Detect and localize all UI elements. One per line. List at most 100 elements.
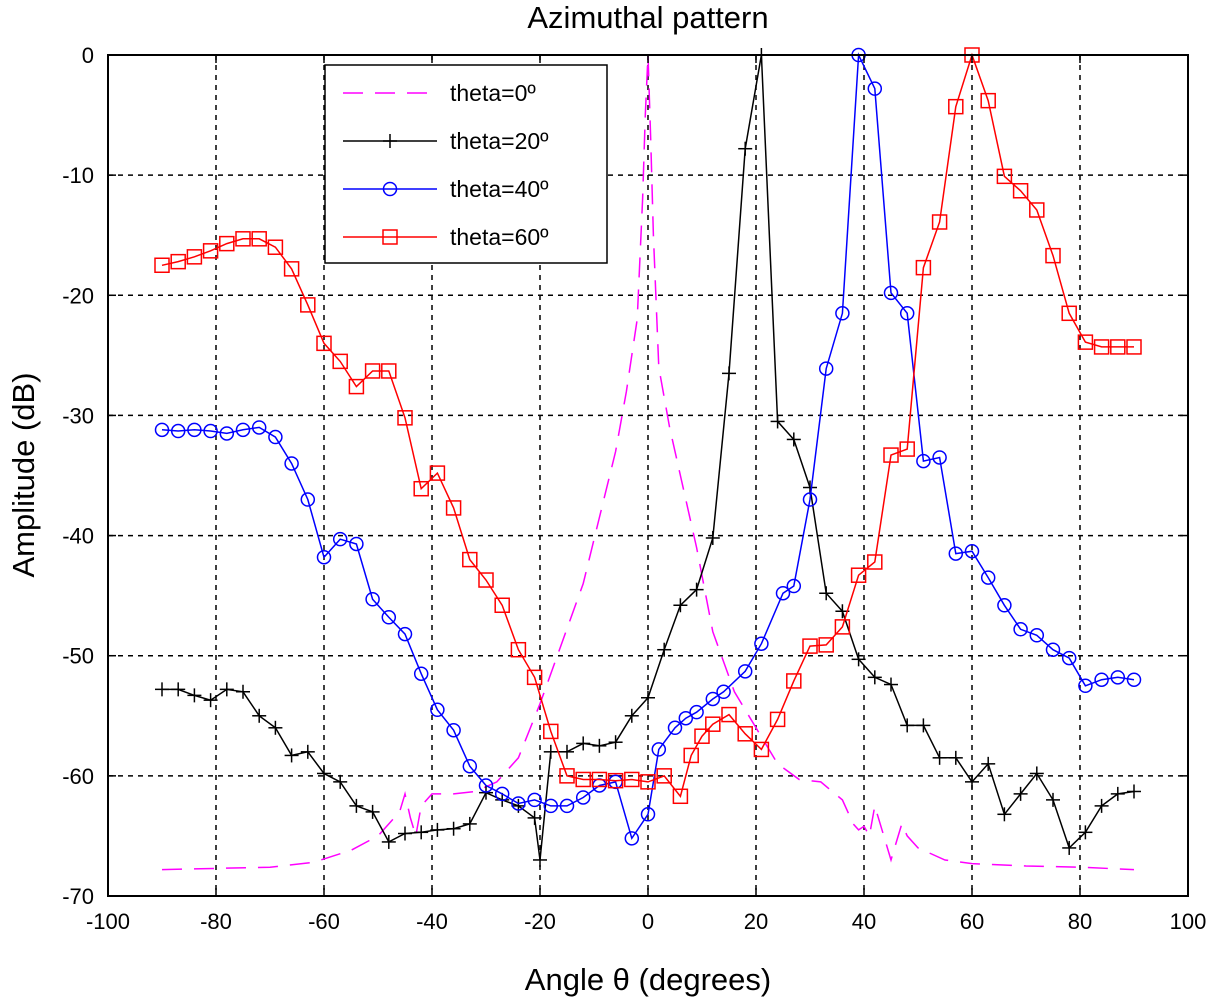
data-point	[737, 664, 753, 679]
data-point	[607, 772, 624, 789]
y-tick-label: -60	[62, 764, 94, 789]
data-point	[899, 441, 915, 457]
data-point	[997, 598, 1012, 613]
data-point	[381, 363, 397, 379]
data-point	[364, 363, 381, 379]
data-point	[672, 788, 689, 805]
x-tick-label: 0	[642, 909, 654, 934]
x-tick-label: -60	[308, 909, 340, 934]
x-tick-label: -20	[524, 909, 556, 934]
data-point	[251, 420, 267, 435]
data-point	[575, 771, 591, 788]
data-point	[397, 626, 413, 642]
data-point	[1078, 678, 1093, 693]
data-point	[1045, 642, 1061, 657]
data-point	[1013, 622, 1028, 637]
data-point	[753, 741, 770, 758]
series-line	[161, 52, 1134, 798]
data-point	[1012, 183, 1029, 199]
data-point	[835, 306, 850, 321]
data-point	[1126, 339, 1142, 355]
data-point	[996, 168, 1013, 185]
data-point	[754, 636, 769, 651]
data-point	[348, 378, 365, 395]
y-tick-label: 0	[82, 43, 94, 68]
data-point	[430, 702, 445, 718]
data-point	[413, 480, 429, 497]
data-point	[235, 231, 251, 247]
data-point	[980, 570, 996, 585]
data-point	[716, 684, 731, 700]
data-point	[268, 429, 283, 445]
series-3	[154, 47, 1142, 805]
data-point	[316, 335, 332, 352]
data-point	[478, 778, 494, 793]
data-point	[1045, 247, 1061, 264]
x-tick-label: -100	[86, 909, 130, 934]
data-point	[850, 567, 867, 583]
data-point	[203, 423, 218, 439]
data-point	[397, 410, 413, 426]
legend-label: theta=20º	[450, 128, 549, 154]
data-point	[332, 531, 348, 547]
y-tick-label: -70	[62, 884, 94, 909]
series-line	[161, 54, 1135, 871]
data-point	[721, 706, 737, 723]
legend-label: theta=60º	[450, 224, 549, 250]
data-point	[948, 546, 964, 561]
data-point	[251, 231, 267, 247]
data-point	[283, 261, 300, 277]
data-point	[1029, 202, 1045, 218]
data-point	[235, 422, 251, 438]
data-point	[1093, 339, 1110, 355]
data-point	[349, 536, 364, 552]
data-point	[705, 716, 721, 732]
legend: theta=0º theta=20º theta=40º theta=60º	[324, 64, 608, 264]
data-point	[867, 554, 883, 570]
data-point	[980, 92, 996, 109]
data-point	[446, 722, 461, 738]
data-point	[624, 771, 640, 788]
legend-box	[324, 64, 608, 264]
data-point	[170, 253, 186, 270]
data-point	[559, 798, 575, 814]
data-point	[510, 641, 527, 658]
data-point	[932, 450, 947, 465]
data-point	[705, 691, 721, 707]
data-point	[883, 447, 899, 463]
data-point	[559, 768, 575, 784]
data-point	[511, 796, 526, 811]
data-point	[494, 786, 510, 802]
data-point	[1110, 670, 1126, 685]
data-point	[899, 306, 915, 321]
data-point	[786, 578, 802, 594]
series-layer	[154, 47, 1142, 871]
data-point	[543, 798, 559, 814]
chart-title: Azimuthal pattern	[527, 0, 768, 35]
data-point	[202, 243, 219, 259]
data-point	[678, 710, 694, 726]
data-point	[591, 771, 608, 788]
data-point	[640, 807, 656, 822]
data-point	[931, 214, 948, 230]
y-tick-label: -10	[62, 163, 94, 188]
data-point	[365, 591, 380, 607]
legend-marker	[382, 181, 398, 197]
data-point	[575, 790, 591, 805]
data-point	[656, 768, 672, 784]
data-point	[802, 492, 818, 507]
y-tick-label: -20	[62, 283, 94, 308]
data-point	[186, 249, 203, 265]
x-axis-title: Angle θ (degrees)	[525, 962, 771, 997]
data-point	[818, 361, 834, 376]
data-point	[462, 551, 478, 568]
series-line	[162, 54, 1135, 861]
data-point	[1061, 305, 1077, 322]
data-point	[667, 720, 683, 736]
data-point	[624, 831, 640, 846]
data-point	[462, 758, 478, 774]
data-point	[219, 235, 235, 252]
x-tick-label: 100	[1170, 909, 1207, 934]
data-point	[818, 637, 834, 653]
x-tick-label: 60	[960, 909, 984, 934]
